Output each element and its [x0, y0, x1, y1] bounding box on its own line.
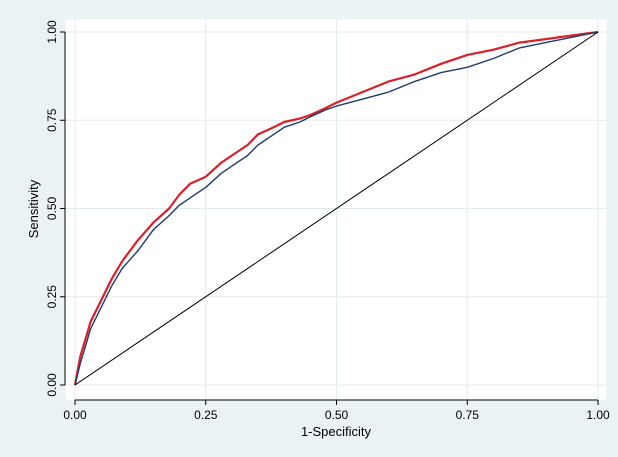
x-tick-label: 1.00 — [586, 408, 610, 422]
y-tick-label: 0.00 — [45, 373, 59, 397]
roc-curve-navy — [74, 31, 599, 386]
roc-curve-red — [73, 30, 599, 386]
x-tick-label: 0.00 — [63, 408, 87, 422]
y-tick-label: 0.50 — [45, 196, 59, 220]
reference-diagonal-line — [74, 31, 599, 386]
axes: 0.00 0.25 0.50 0.75 1.00 0.00 0.25 0.50 0.75 1.00 — [45, 20, 610, 422]
y-tick-label: 0.25 — [45, 285, 59, 309]
x-tick-label: 0.25 — [194, 408, 218, 422]
x-axis-label: 1-Specificity — [301, 424, 372, 439]
x-tick-label: 0.50 — [325, 408, 349, 422]
x-tick-label: 0.75 — [456, 408, 480, 422]
y-tick-label: 1.00 — [45, 20, 59, 44]
grid-lines — [65, 19, 607, 400]
y-tick-label: 0.75 — [45, 108, 59, 132]
y-axis-label: Sensitivity — [26, 179, 41, 238]
series-lines — [73, 30, 599, 386]
axis-labels: 1-Specificity Sensitivity — [26, 179, 372, 439]
